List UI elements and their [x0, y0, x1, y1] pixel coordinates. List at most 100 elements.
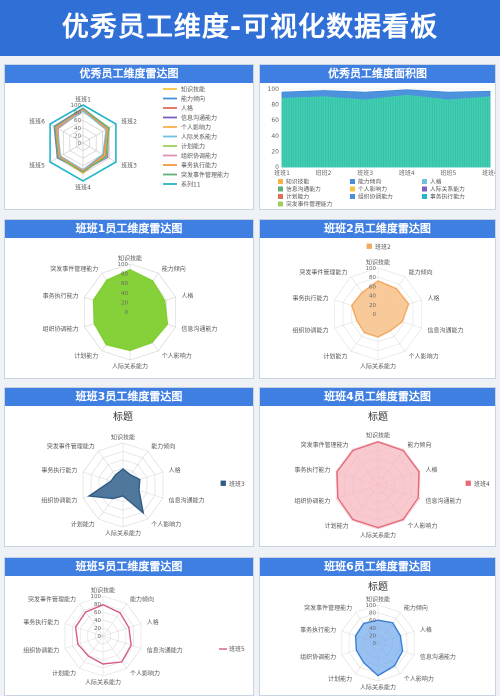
axis-label: 知识技能: [118, 255, 142, 263]
radial-tick-label: 100: [366, 603, 377, 609]
axis-label: 信息沟通能力: [427, 327, 463, 335]
axis-label: 计划能力: [52, 670, 76, 678]
axis-label: 计划能力: [328, 675, 352, 683]
legend-label: 班班5: [229, 645, 245, 653]
axis-label: 人格: [181, 292, 193, 300]
panel-team3-radar: 班班3员工维度雷达图 标题 知识技能 能力倾向 人格 信息沟通能力 个人影响力 人际关系能力…: [4, 387, 254, 547]
axis-label: 人际关系能力: [360, 363, 396, 371]
legend-swatch: [220, 480, 226, 486]
legend-label: 个人影响力: [358, 185, 387, 193]
grid-spoke: [102, 635, 127, 669]
legend-label: 知识技能: [286, 178, 309, 186]
axis-label: 信息沟通能力: [420, 653, 456, 661]
radial-tick-label: 0: [373, 641, 377, 647]
axis-label: 人格: [147, 618, 159, 626]
chart-title: 标题: [368, 411, 388, 423]
series-polygon: [74, 604, 132, 665]
grid-spoke: [102, 635, 142, 649]
legend-swatch: [278, 186, 283, 192]
legend-swatch: [366, 243, 372, 249]
axis-label: 能力倾向: [130, 595, 154, 603]
radial-tick-label: 40: [74, 126, 81, 132]
radial-tick-label: 60: [369, 284, 376, 290]
axis-label: 人格: [420, 626, 432, 634]
axis-label: 信息沟通能力: [181, 325, 217, 333]
axis-label: 班班1: [75, 96, 91, 104]
grid-spoke: [102, 623, 142, 637]
axis-label: 班班2: [121, 118, 137, 126]
radial-tick-label: 80: [369, 611, 376, 617]
legend-label: 班班3: [229, 480, 245, 488]
axis-label: 计划能力: [71, 520, 95, 528]
radial-tick-label: 80: [369, 275, 376, 281]
grid-spoke: [64, 635, 104, 649]
axis-label: 突发事件管理能力: [301, 441, 349, 449]
legend-label: 人际关系能力: [181, 133, 217, 141]
page-title: 优秀员工维度-可视化数据看板: [0, 0, 500, 56]
axis-label: 知识技能: [366, 259, 390, 267]
grid-spoke: [102, 603, 127, 637]
panel-title: 班班6员工维度雷达图: [260, 558, 495, 576]
axis-label: 知识技能: [366, 596, 390, 604]
axis-label: 人格: [426, 466, 438, 474]
panel-title: 班班3员工维度雷达图: [5, 388, 253, 406]
axis-label: 突发事件管理能力: [50, 265, 98, 273]
radial-tick-label: 100: [118, 262, 129, 268]
axis-label: 事务执行能力: [293, 294, 329, 302]
panel-team2-radar: 班班2员工维度雷达图 100 80 60 40 20 0 知识技能 能力倾向 人格 信息沟通能力个…: [259, 219, 496, 379]
series-polygon: [55, 108, 108, 172]
radial-tick-label: 60: [74, 118, 81, 124]
axis-label: 信息沟通能力: [426, 497, 462, 505]
axis-label: 人格: [427, 294, 439, 302]
axis-label: 知识技能: [111, 434, 135, 442]
panel-title: 班班5员工维度雷达图: [5, 558, 253, 576]
grid-spoke: [79, 635, 104, 669]
axis-label: 个人影响力: [130, 670, 160, 678]
chart-title: 标题: [113, 411, 133, 423]
legend-label: 突发事件管理能力: [181, 171, 229, 179]
axis-label: 组织协调能力: [293, 327, 329, 335]
radial-tick-label: 60: [121, 281, 128, 287]
axis-label: 组织协调能力: [294, 497, 330, 505]
series-polygon: [354, 619, 404, 677]
axis-label: 能力倾向: [162, 265, 186, 273]
x-tick-label: 班班4: [399, 169, 415, 177]
legend-label: 计划能力: [181, 143, 205, 151]
radial-tick-label: 0: [125, 310, 129, 316]
panel-team6-radar: 班班6员工维度雷达图 标题 100 80 60 40 20 0 知识技能 能力倾向 人格 信息沟通能…: [259, 557, 496, 696]
axis-label: 信息沟通能力: [147, 647, 183, 655]
axis-label: 组织协调能力: [43, 325, 79, 333]
axis-label: 个人影响力: [407, 522, 437, 530]
panel-title: 优秀员工维度雷达图: [5, 65, 253, 83]
axis-label: 信息沟通能力: [169, 496, 205, 504]
series-polygon: [92, 268, 169, 352]
axis-label: 突发事件管理能力: [47, 443, 95, 451]
legend-swatch: [465, 480, 471, 486]
grid-spoke: [49, 142, 84, 163]
y-tick-label: 20: [271, 148, 279, 155]
axis-label: 个人影响力: [404, 675, 434, 683]
radial-tick-label: 40: [94, 618, 101, 624]
grid-spoke: [82, 123, 117, 144]
legend-label: 计划能力: [286, 193, 309, 201]
panel-team4-radar: 班班4员工维度雷达图 标题 知识技能 能力倾向 人格 信息沟通能力 个人影响力 人际关系能力…: [259, 387, 496, 547]
axis-label: 知识技能: [91, 587, 115, 595]
axis-label: 班班3: [121, 162, 137, 170]
axis-label: 个人影响力: [162, 352, 192, 360]
axis-label: 事务执行能力: [23, 618, 59, 626]
legend-swatch: [350, 194, 355, 199]
axis-label: 个人影响力: [151, 520, 181, 528]
legend-swatch: [278, 201, 283, 207]
axis-label: 知识技能: [366, 432, 390, 440]
axis-label: 组织协调能力: [300, 653, 336, 661]
series-polygon: [56, 109, 109, 171]
axis-label: 人际关系能力: [85, 679, 121, 687]
series-polygon: [350, 280, 410, 338]
axis-label: 计划能力: [74, 352, 98, 360]
axis-label: 个人影响力: [409, 353, 439, 361]
radial-tick-label: 100: [366, 266, 377, 272]
